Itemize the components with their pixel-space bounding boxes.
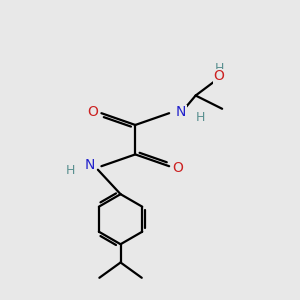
Text: O: O — [88, 105, 99, 119]
Text: N: N — [176, 105, 186, 119]
Text: O: O — [214, 69, 224, 83]
Text: O: O — [172, 161, 183, 175]
Text: N: N — [85, 158, 95, 172]
Text: H: H — [196, 111, 205, 124]
Text: H: H — [215, 62, 224, 75]
Text: H: H — [66, 164, 76, 177]
